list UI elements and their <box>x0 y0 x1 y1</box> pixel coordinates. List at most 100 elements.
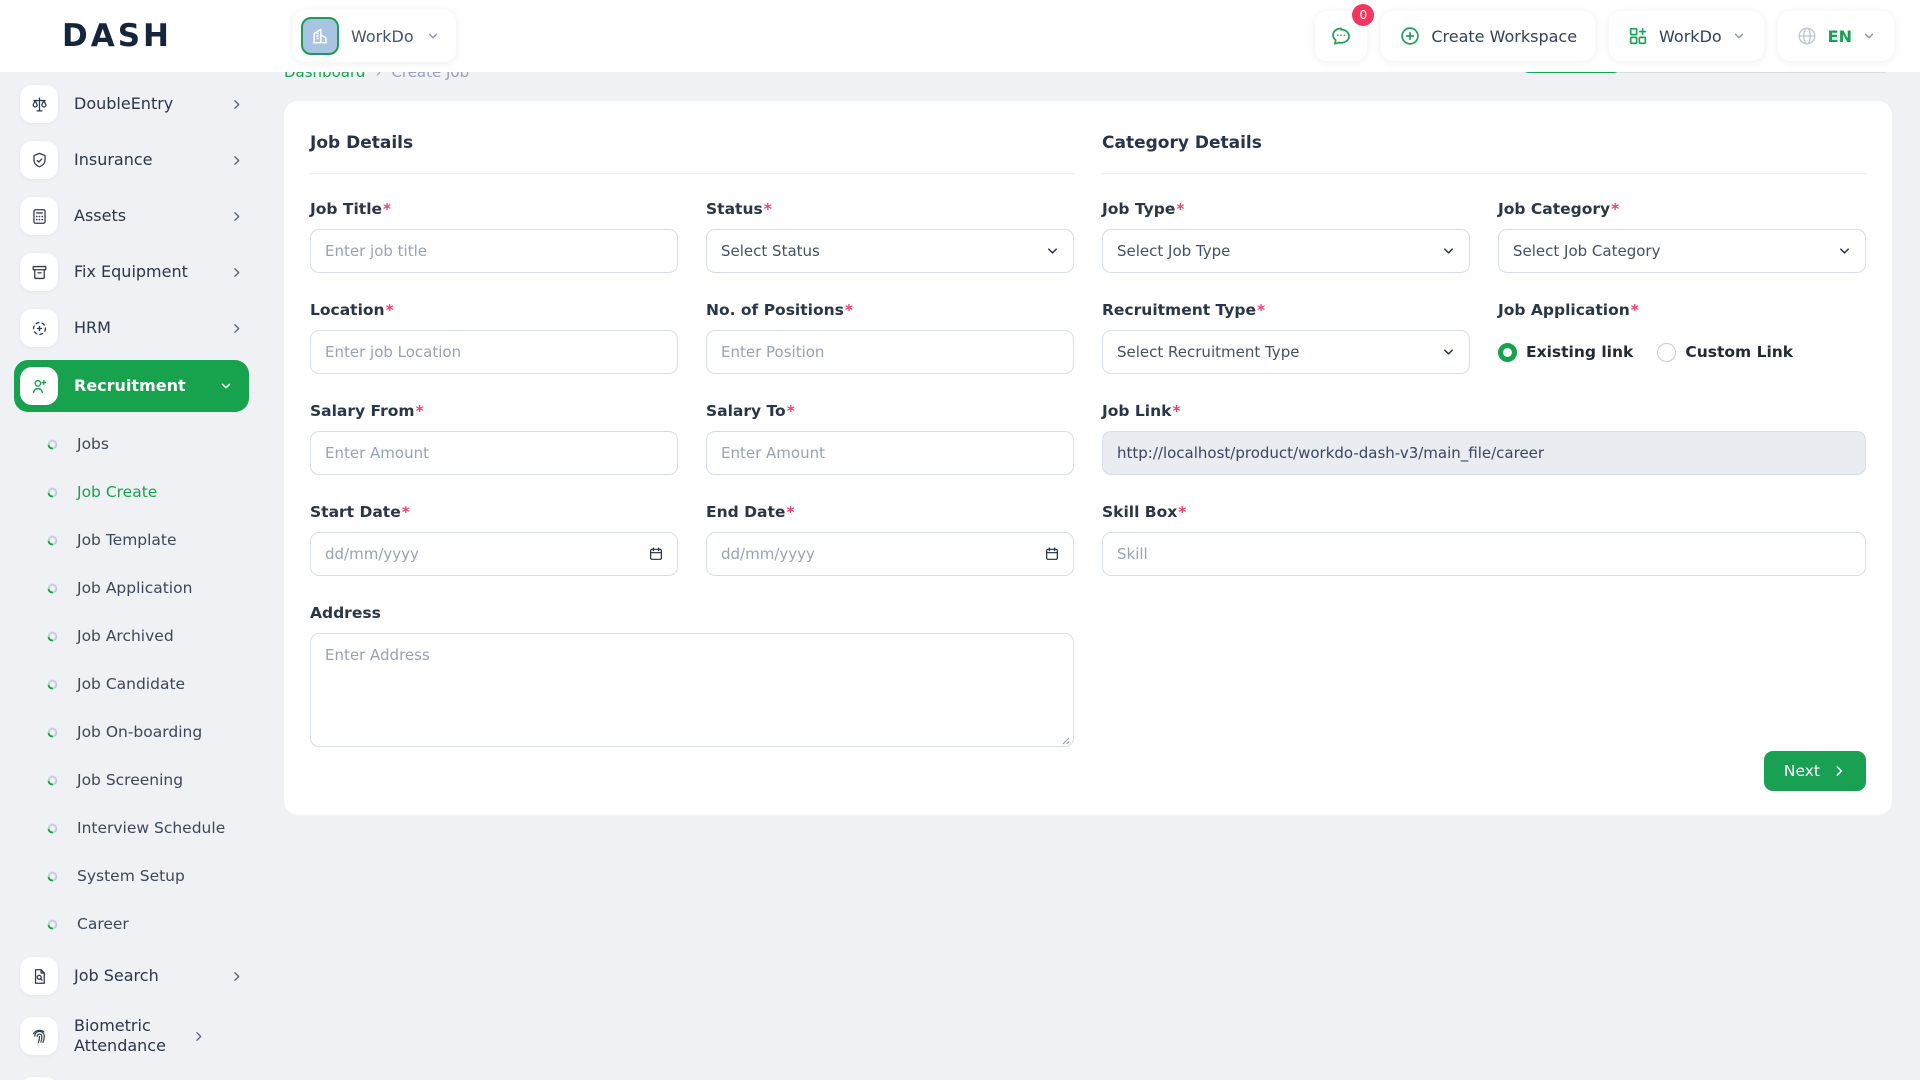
chat-icon <box>1332 27 1351 45</box>
bullet-icon <box>46 582 59 595</box>
fingerprint-icon <box>20 1017 58 1055</box>
user-plus-icon <box>20 367 58 405</box>
required-mark: * <box>1176 200 1185 218</box>
required-mark: * <box>1611 200 1620 218</box>
chevron-down-icon <box>428 33 437 39</box>
language-selector[interactable]: EN <box>1777 11 1894 61</box>
sidebar-item-career[interactable]: Career <box>20 900 249 948</box>
required-mark: * <box>786 503 795 521</box>
recruitment-submenu: Jobs Job Create Job Template Job Applica… <box>20 420 249 948</box>
top-header: DASH WorkDo 0 Create Workspace <box>0 0 1920 72</box>
status-field: Status* <box>706 200 1074 273</box>
sidebar-item-job-archived[interactable]: Job Archived <box>20 612 249 660</box>
job-type-select[interactable] <box>1102 229 1470 273</box>
required-mark: * <box>415 402 424 420</box>
end-date-input[interactable] <box>706 532 1074 576</box>
sidebar-item-fix-equipment[interactable]: Fix Equipment <box>20 248 249 296</box>
start-date-input[interactable] <box>310 532 678 576</box>
sidebar: DoubleEntry Insurance Assets <box>0 72 265 1080</box>
sidebar-item-doubleentry[interactable]: DoubleEntry <box>20 80 249 128</box>
address-label: Address <box>310 604 381 622</box>
location-label: Location <box>310 301 385 319</box>
bullet-icon <box>46 678 59 691</box>
brand-logo[interactable]: DASH <box>0 20 265 52</box>
sidebar-item-system-setup[interactable]: System Setup <box>20 852 249 900</box>
salary-from-field: Salary From* <box>310 402 678 475</box>
job-type-label: Job Type <box>1102 200 1176 218</box>
required-mark: * <box>401 503 410 521</box>
radio-custom-link[interactable]: Custom Link <box>1657 342 1793 362</box>
recruitment-type-field: Recruitment Type* <box>1102 301 1470 374</box>
recruitment-type-select[interactable] <box>1102 330 1470 374</box>
file-search-icon <box>20 957 58 995</box>
bullet-icon <box>46 774 59 787</box>
app-menu-dropdown[interactable]: WorkDo <box>1609 11 1764 61</box>
required-mark: * <box>1178 503 1187 521</box>
next-button[interactable]: Next <box>1763 751 1866 791</box>
hrm-icon <box>20 309 58 347</box>
required-mark: * <box>1257 301 1266 319</box>
messages-button[interactable]: 0 <box>1315 4 1375 61</box>
sidebar-item-job-search[interactable]: Job Search <box>20 952 249 1000</box>
language-code: EN <box>1827 26 1852 46</box>
sidebar-item-insurance[interactable]: Insurance <box>20 136 249 184</box>
chevron-right-icon <box>230 266 243 279</box>
address-textarea[interactable] <box>310 633 1074 747</box>
sidebar-item-job-application[interactable]: Job Application <box>20 564 249 612</box>
job-details-title: Job Details <box>310 127 1074 174</box>
radio-existing-link[interactable]: Existing link <box>1498 342 1633 362</box>
status-select[interactable] <box>706 229 1074 273</box>
chevron-right-icon <box>230 210 243 223</box>
salary-to-label: Salary To <box>706 402 786 420</box>
calculator-icon <box>20 197 58 235</box>
chevron-right-icon <box>230 154 243 167</box>
category-details-title: Category Details <box>1102 127 1866 174</box>
grid-plus-icon <box>1629 27 1647 45</box>
job-application-field: Job Application* Existing link Custom Li… <box>1498 301 1866 374</box>
start-date-label: Start Date <box>310 503 401 521</box>
job-title-input[interactable] <box>310 229 678 273</box>
end-date-label: End Date <box>706 503 786 521</box>
positions-input[interactable] <box>706 330 1074 374</box>
radio-unselected-icon <box>1657 342 1677 362</box>
workspace-building-icon <box>301 17 339 55</box>
address-field: Address <box>310 604 1074 751</box>
create-workspace-button[interactable]: Create Workspace <box>1381 11 1596 61</box>
job-category-select[interactable] <box>1498 229 1866 273</box>
bullet-icon <box>46 822 59 835</box>
bullet-icon <box>46 534 59 547</box>
sidebar-item-job-create[interactable]: Job Create <box>20 468 249 516</box>
chevron-right-icon <box>230 322 243 335</box>
workspace-selector[interactable]: WorkDo <box>293 10 456 62</box>
sidebar-item-procurement[interactable]: Procurement <box>20 1072 249 1080</box>
required-mark: * <box>1172 402 1181 420</box>
main-content: Create Job Dashboard › Create Job Detail… <box>265 0 1920 815</box>
sidebar-item-interview-schedule[interactable]: Interview Schedule <box>20 804 249 852</box>
sidebar-item-jobs[interactable]: Jobs <box>20 420 249 468</box>
end-date-field: End Date* <box>706 503 1074 576</box>
app-menu-label: WorkDo <box>1659 26 1722 46</box>
salary-to-input[interactable] <box>706 431 1074 475</box>
location-input[interactable] <box>310 330 678 374</box>
sidebar-item-job-template[interactable]: Job Template <box>20 516 249 564</box>
bullet-icon <box>46 870 59 883</box>
job-link-field: Job Link* <box>1102 402 1866 475</box>
required-mark: * <box>786 402 795 420</box>
sidebar-item-job-screening[interactable]: Job Screening <box>20 756 249 804</box>
workspace-name: WorkDo <box>351 26 414 46</box>
skill-box-label: Skill Box <box>1102 503 1178 521</box>
required-mark: * <box>763 200 772 218</box>
sidebar-item-biometric-attendance[interactable]: Biometric Attendance <box>20 1008 249 1064</box>
sidebar-item-recruitment[interactable]: Recruitment <box>14 360 249 412</box>
bullet-icon <box>46 726 59 739</box>
archive-box-icon <box>20 253 58 291</box>
sidebar-item-job-onboarding[interactable]: Job On-boarding <box>20 708 249 756</box>
salary-from-input[interactable] <box>310 431 678 475</box>
sidebar-item-job-candidate[interactable]: Job Candidate <box>20 660 249 708</box>
recruitment-type-label: Recruitment Type <box>1102 301 1256 319</box>
sidebar-item-assets[interactable]: Assets <box>20 192 249 240</box>
skill-input[interactable] <box>1102 532 1866 576</box>
job-category-field: Job Category* <box>1498 200 1866 273</box>
bullet-icon <box>46 630 59 643</box>
sidebar-item-hrm[interactable]: HRM <box>20 304 249 352</box>
